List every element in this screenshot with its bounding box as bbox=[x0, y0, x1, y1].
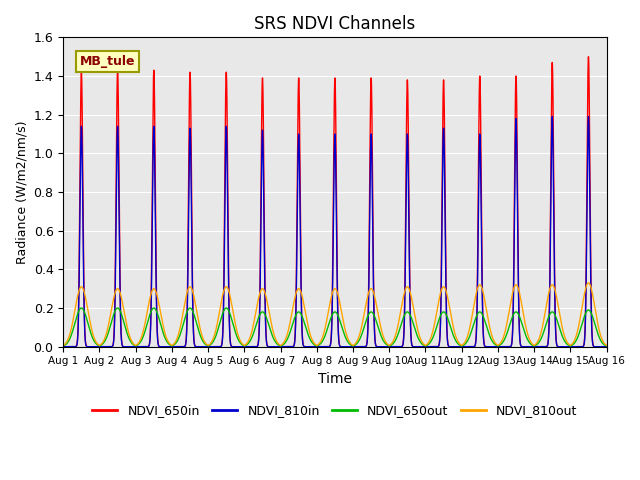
Legend: NDVI_650in, NDVI_810in, NDVI_650out, NDVI_810out: NDVI_650in, NDVI_810in, NDVI_650out, NDV… bbox=[88, 399, 582, 422]
X-axis label: Time: Time bbox=[318, 372, 352, 386]
Title: SRS NDVI Channels: SRS NDVI Channels bbox=[254, 15, 415, 33]
Y-axis label: Radiance (W/m2/nm/s): Radiance (W/m2/nm/s) bbox=[15, 120, 28, 264]
Text: MB_tule: MB_tule bbox=[79, 55, 135, 68]
